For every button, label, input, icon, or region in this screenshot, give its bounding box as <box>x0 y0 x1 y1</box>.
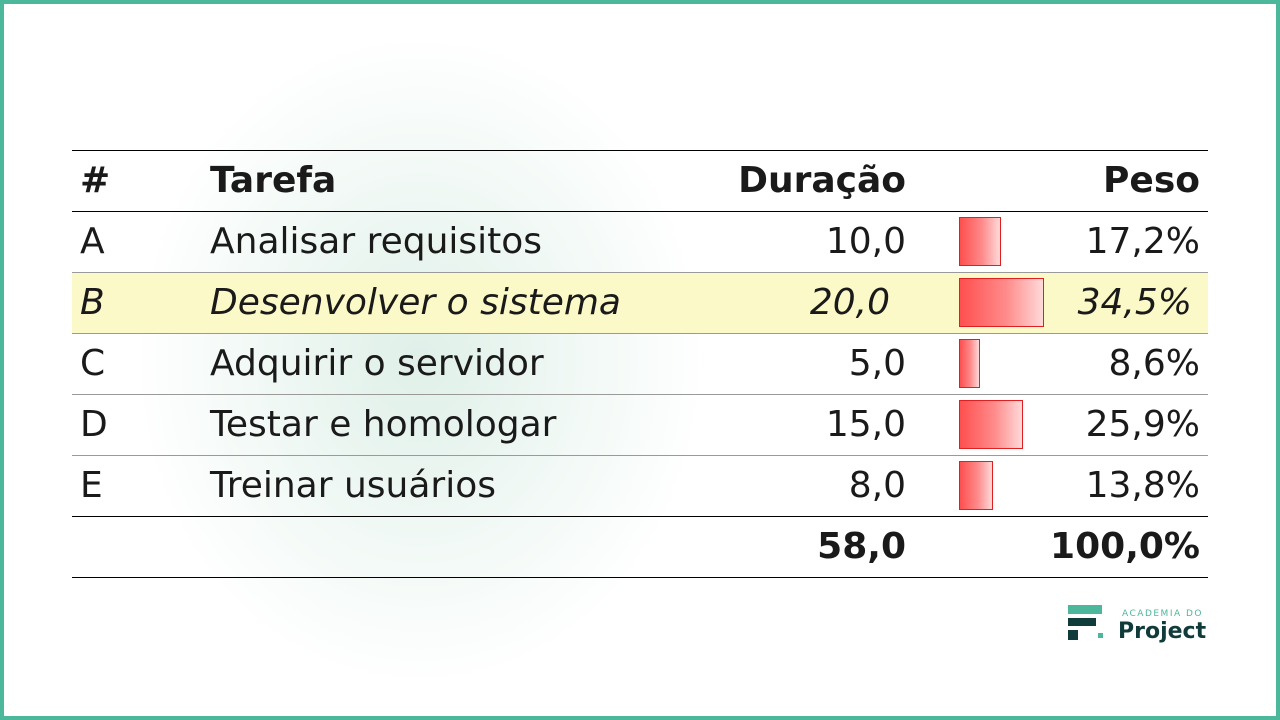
academia-do-project-logo: ACADEMIA DO Project <box>1068 605 1208 645</box>
row-id: C <box>80 343 106 384</box>
table-header: # Tarefa Duração Peso <box>72 151 1208 212</box>
row-id: A <box>80 221 105 262</box>
row-task: Adquirir o servidor <box>210 343 544 384</box>
background-glow <box>140 40 700 680</box>
weight-bar <box>959 461 993 510</box>
row-weight: 25,9% <box>1085 404 1200 445</box>
table-row: D Testar e homologar 15,0 25,9% <box>72 394 1208 455</box>
logo-mark-icon <box>1068 605 1103 640</box>
row-duration: 10,0 <box>825 221 906 262</box>
row-weight: 13,8% <box>1085 465 1200 506</box>
task-table: # Tarefa Duração Peso A Analisar requisi… <box>72 150 1208 578</box>
weight-bar <box>959 278 1044 327</box>
row-duration: 5,0 <box>848 343 906 384</box>
weight-bar <box>959 217 1002 266</box>
row-duration: 8,0 <box>848 465 906 506</box>
header-id: # <box>80 160 111 201</box>
total-duration: 58,0 <box>817 526 906 567</box>
row-id: B <box>80 282 105 323</box>
weight-bar <box>959 339 981 388</box>
logo-small-text: ACADEMIA DO <box>1122 609 1204 619</box>
header-duration: Duração <box>738 160 906 201</box>
total-weight: 100,0% <box>1050 526 1200 567</box>
logo-big-text: Project <box>1118 619 1207 644</box>
row-task: Desenvolver o sistema <box>210 282 621 323</box>
row-weight: 34,5% <box>1077 282 1192 323</box>
row-weight: 8,6% <box>1108 343 1200 384</box>
table-row-highlighted: B Desenvolver o sistema 20,0 34,5% <box>72 272 1208 333</box>
row-id: D <box>80 404 108 445</box>
row-id: E <box>80 465 103 506</box>
table-row: E Treinar usuários 8,0 13,8% <box>72 455 1208 516</box>
table-row: C Adquirir o servidor 5,0 8,6% <box>72 333 1208 394</box>
row-task: Treinar usuários <box>210 465 497 506</box>
row-task: Analisar requisitos <box>210 221 543 262</box>
header-task: Tarefa <box>210 160 337 201</box>
row-task: Testar e homologar <box>210 404 557 445</box>
row-weight: 17,2% <box>1085 221 1200 262</box>
header-weight: Peso <box>1103 160 1200 201</box>
row-duration: 15,0 <box>825 404 906 445</box>
weight-bar <box>959 400 1023 449</box>
table-total-row: 58,0 100,0% <box>72 516 1208 577</box>
row-duration: 20,0 <box>809 282 890 323</box>
table-row: A Analisar requisitos 10,0 17,2% <box>72 212 1208 272</box>
